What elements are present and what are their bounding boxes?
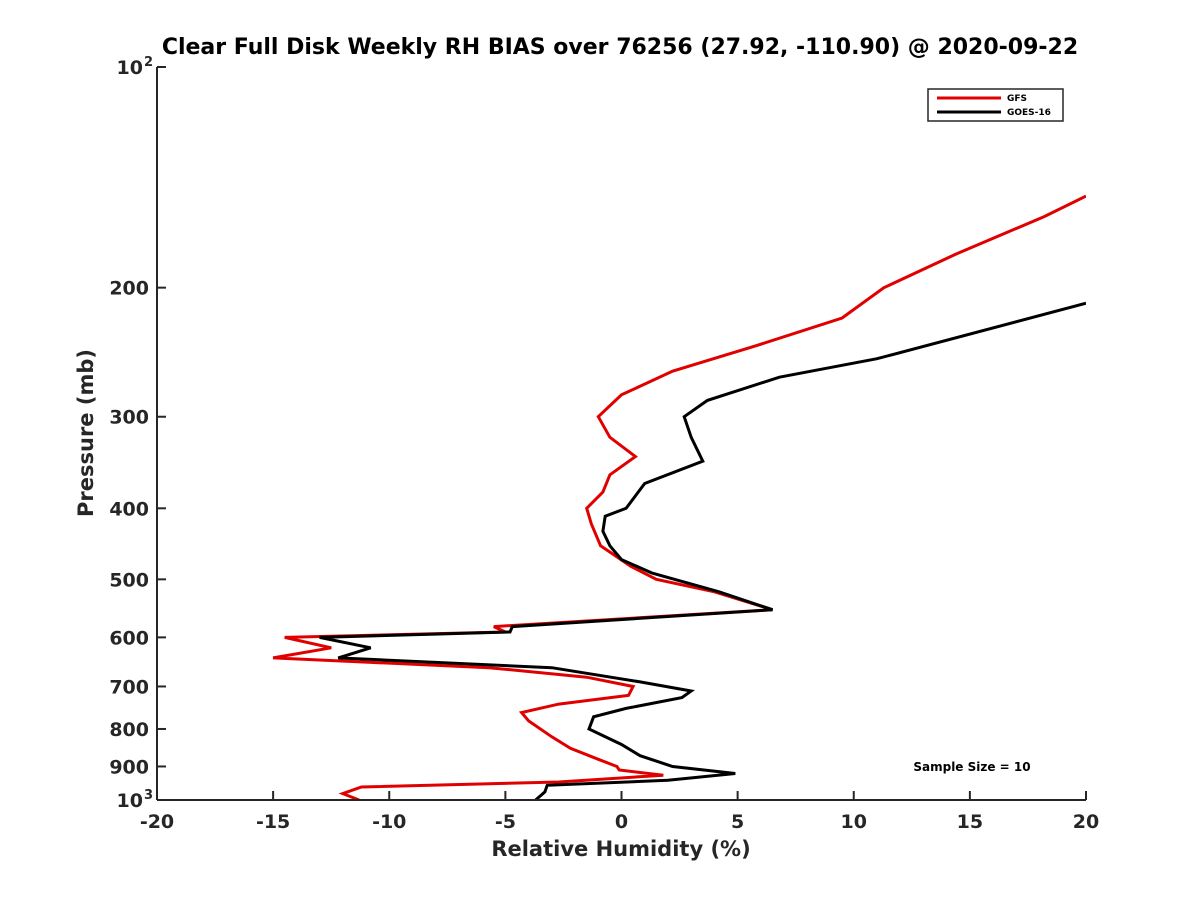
series-line-goes-16 bbox=[319, 301, 1086, 800]
x-tick-label: 20 bbox=[1073, 811, 1099, 833]
y-tick-label: 800 bbox=[109, 719, 149, 741]
legend-box bbox=[927, 88, 1064, 122]
y-tick-label: 500 bbox=[109, 569, 149, 591]
x-axis-label: Relative Humidity (%) bbox=[491, 837, 750, 861]
y-tick-label: 600 bbox=[109, 627, 149, 649]
y-tick-label: 10 bbox=[117, 790, 143, 812]
x-ticks: -20 -15 -10 -5 0 5 10 15 20 bbox=[140, 791, 1099, 833]
legend-label-goes-16: GOES-16 bbox=[1007, 108, 1051, 118]
legend-label-gfs: GFS bbox=[1007, 94, 1027, 104]
y-tick-label: 10 bbox=[117, 57, 143, 79]
y-tick-label: 200 bbox=[109, 278, 149, 300]
x-tick-label: 0 bbox=[615, 811, 628, 833]
y-axis-label: Pressure (mb) bbox=[74, 349, 98, 517]
y-tick-label: 300 bbox=[109, 407, 149, 429]
x-tick-label: 5 bbox=[731, 811, 744, 833]
y-tick-label: 900 bbox=[109, 756, 149, 778]
x-tick-label: -20 bbox=[140, 811, 174, 833]
chart-title: Clear Full Disk Weekly RH BIAS over 7625… bbox=[162, 35, 1078, 60]
x-tick-label: 15 bbox=[957, 811, 983, 833]
plot-area: -20 -15 -10 -5 0 5 10 15 20 10 220030040050060070… bbox=[109, 55, 1099, 833]
sample-size-annotation: Sample Size = 10 bbox=[913, 760, 1030, 774]
x-tick-label: -10 bbox=[372, 811, 406, 833]
legend: GFS GOES-16 bbox=[927, 88, 1064, 122]
x-tick-label: -15 bbox=[256, 811, 290, 833]
series-line-gfs bbox=[272, 194, 1086, 800]
y-tick-exponent: 2 bbox=[144, 55, 153, 70]
y-tick-label: 700 bbox=[109, 676, 149, 698]
x-tick-label: 10 bbox=[841, 811, 867, 833]
y-tick-label: 400 bbox=[109, 498, 149, 520]
y-tick-exponent: 3 bbox=[144, 788, 153, 803]
series-layer bbox=[272, 194, 1086, 800]
x-tick-label: -5 bbox=[495, 811, 516, 833]
